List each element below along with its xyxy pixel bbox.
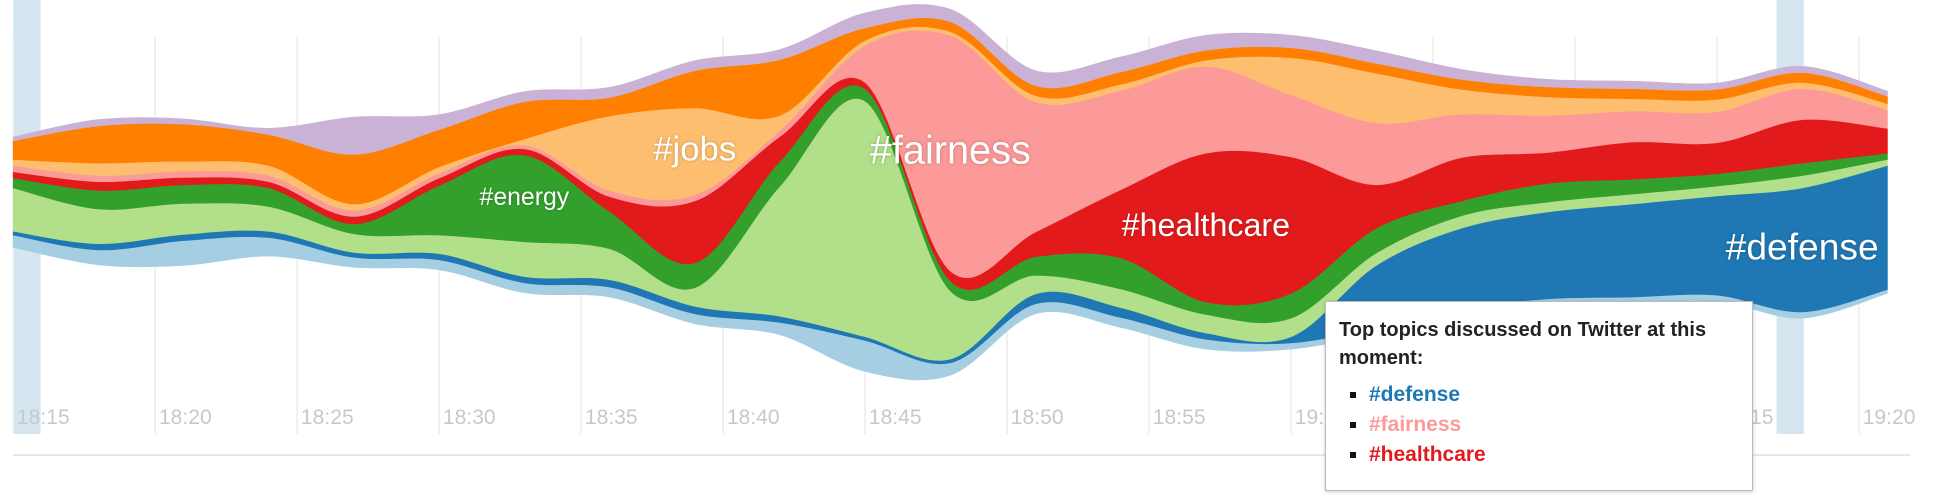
topic-item: #healthcare [1369,440,1739,470]
stream-label: #defense [1726,226,1879,268]
x-tick-label: 18:30 [443,406,496,429]
x-tick-label: 18:15 [17,406,70,429]
x-tick-label: 18:40 [727,406,780,429]
stream-label: #energy [480,184,570,211]
stream-layer [12,4,1888,155]
x-tick-label: 18:55 [1153,406,1206,429]
x-tick-label: 19:20 [1863,406,1916,429]
topic[interactable]: #fairness [1369,413,1462,436]
x-tick-label: 18:20 [159,406,212,429]
topic-item: #defense [1369,380,1739,410]
stream-labels: #defense #energy #healthcare #fairness #jobs [480,129,1879,268]
x-tick-label: 18:25 [301,406,354,429]
stream-label: #jobs [653,130,736,168]
topic[interactable]: #healthcare [1369,443,1486,466]
stream-label: #healthcare [1122,207,1290,243]
topic-item: #fairness [1369,410,1739,440]
topic[interactable]: #defense [1369,383,1461,406]
topic-list: #defense #fairness #healthcare [1339,380,1739,470]
x-tick-label: 18:50 [1011,406,1064,429]
tooltip: Top topics discussed on Twitter at this … [1325,301,1753,491]
x-tick-label: 18:35 [585,406,638,429]
stream-label: #fairness [870,129,1031,173]
x-tick-label: 18:45 [869,406,922,429]
tooltip-title: Top topics discussed on Twitter at this … [1339,319,1707,369]
